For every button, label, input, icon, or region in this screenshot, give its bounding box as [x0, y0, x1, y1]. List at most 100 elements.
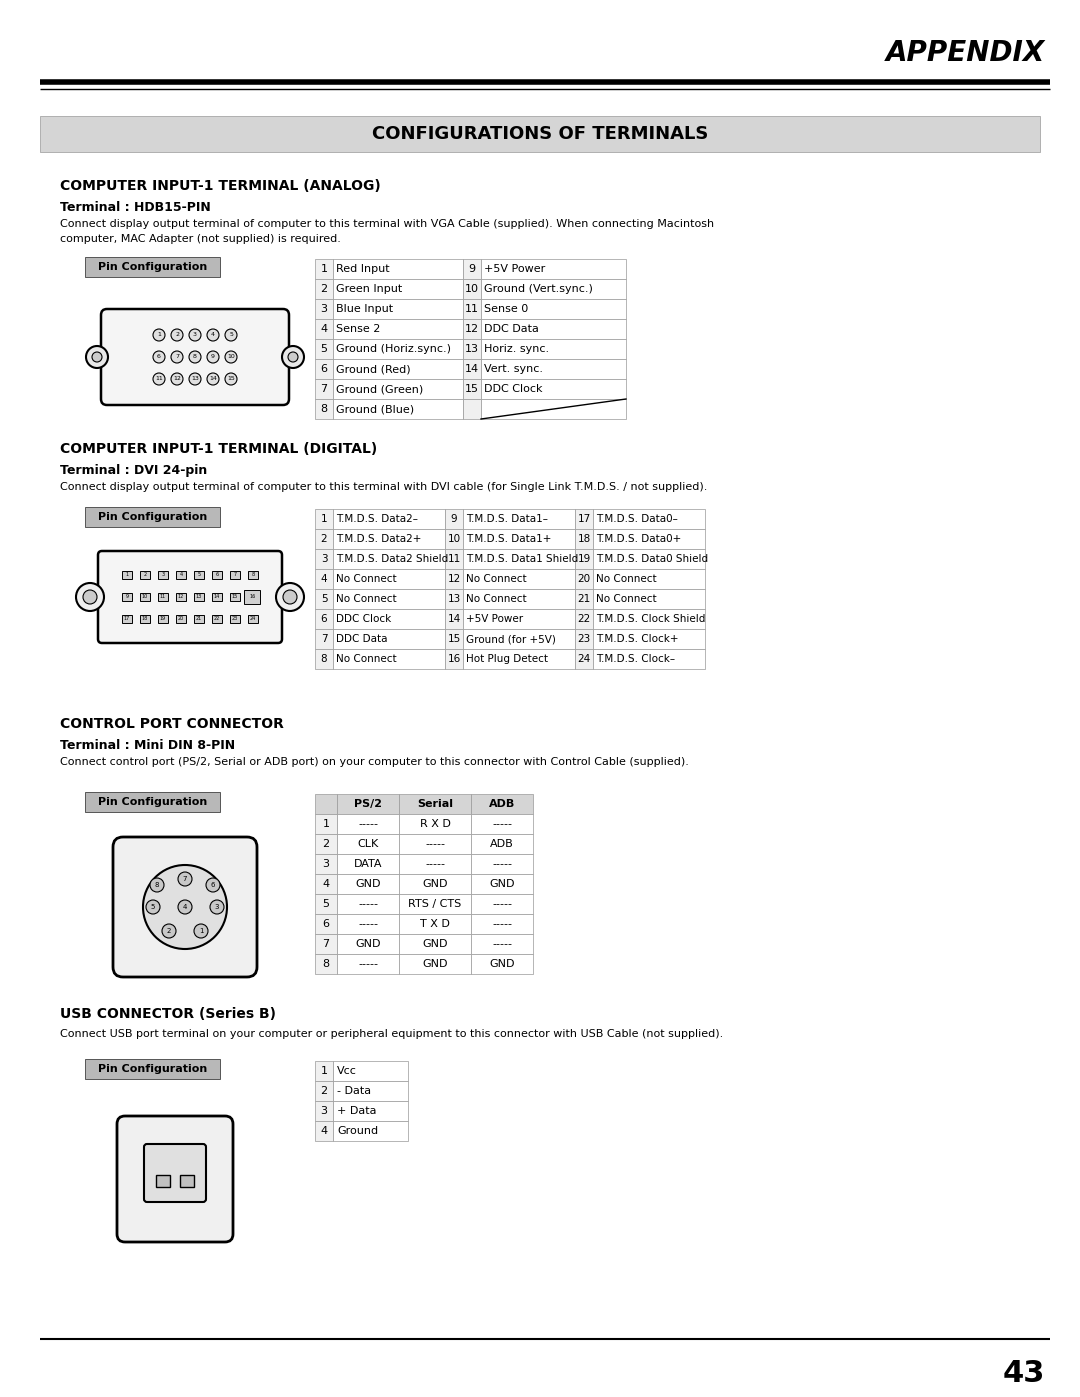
Text: 4: 4 [321, 1126, 327, 1136]
Bar [481, 279, 626, 299]
Bar [337, 854, 399, 875]
Bar [399, 834, 471, 854]
Bar [315, 529, 333, 549]
Text: computer, MAC Adapter (not supplied) is required.: computer, MAC Adapter (not supplied) is … [60, 235, 341, 244]
Text: 3: 3 [321, 555, 327, 564]
Bar [471, 914, 534, 935]
Text: Serial: Serial [417, 799, 453, 809]
Text: 11: 11 [465, 305, 480, 314]
Bar [315, 914, 337, 935]
Bar [333, 379, 463, 400]
Text: 1: 1 [199, 928, 203, 935]
Text: Ground (Horiz.sync.): Ground (Horiz.sync.) [336, 344, 451, 353]
Text: ADB: ADB [489, 799, 515, 809]
Text: 1: 1 [157, 332, 161, 338]
Text: RTS / CTS: RTS / CTS [408, 900, 461, 909]
Bar [315, 609, 333, 629]
Bar [315, 1060, 333, 1081]
Bar [463, 319, 481, 339]
Text: 6: 6 [323, 919, 329, 929]
Text: 15: 15 [227, 377, 234, 381]
Bar [176, 571, 186, 578]
Bar [194, 571, 204, 578]
Bar [333, 569, 445, 590]
Text: COMPUTER INPUT-1 TERMINAL (ANALOG): COMPUTER INPUT-1 TERMINAL (ANALOG) [60, 179, 381, 193]
Text: -----: ----- [357, 919, 378, 929]
Text: 5: 5 [321, 594, 327, 604]
Bar [315, 834, 337, 854]
Bar [248, 592, 258, 601]
Bar [481, 400, 626, 419]
Text: No Connect: No Connect [336, 574, 396, 584]
Bar [471, 793, 534, 814]
Text: 2: 2 [166, 928, 172, 935]
Bar [463, 258, 481, 279]
Circle shape [288, 352, 298, 362]
Text: 1: 1 [321, 264, 327, 274]
Circle shape [178, 900, 192, 914]
Text: 1: 1 [323, 819, 329, 828]
Bar [593, 650, 705, 669]
Circle shape [276, 583, 303, 610]
Bar [463, 359, 481, 379]
Text: 22: 22 [578, 615, 591, 624]
Text: PS/2: PS/2 [354, 799, 382, 809]
Text: 18: 18 [578, 534, 591, 543]
Bar [315, 935, 337, 954]
Bar [248, 571, 258, 578]
Bar [463, 629, 575, 650]
Bar [85, 1059, 220, 1078]
Text: Vcc: Vcc [337, 1066, 356, 1076]
Text: 14: 14 [447, 615, 461, 624]
Bar [194, 615, 204, 623]
Text: 13: 13 [191, 377, 199, 381]
Text: -----: ----- [357, 900, 378, 909]
Bar [399, 854, 471, 875]
Text: 19: 19 [160, 616, 166, 622]
Text: Terminal : DVI 24-pin: Terminal : DVI 24-pin [60, 464, 207, 476]
Text: T.M.D.S. Clock+: T.M.D.S. Clock+ [596, 634, 678, 644]
Text: -----: ----- [492, 919, 512, 929]
Bar [337, 914, 399, 935]
Text: 5: 5 [229, 332, 233, 338]
Text: T X D: T X D [420, 919, 450, 929]
Bar [471, 854, 534, 875]
Text: 15: 15 [465, 384, 480, 394]
Text: GND: GND [489, 958, 515, 970]
Text: ADB: ADB [490, 840, 514, 849]
Text: 21: 21 [195, 616, 202, 622]
Bar [315, 319, 333, 339]
Bar [333, 339, 463, 359]
Circle shape [171, 330, 183, 341]
Bar [122, 615, 132, 623]
Text: Horiz. sync.: Horiz. sync. [484, 344, 549, 353]
Text: 3: 3 [321, 305, 327, 314]
Bar [333, 590, 445, 609]
Bar [593, 569, 705, 590]
Bar [315, 650, 333, 669]
Text: 12: 12 [447, 574, 461, 584]
Bar [315, 400, 333, 419]
Text: 15: 15 [447, 634, 461, 644]
Bar [212, 615, 222, 623]
Bar [333, 400, 463, 419]
Text: 6: 6 [211, 882, 215, 888]
Text: 24: 24 [249, 616, 256, 622]
Bar [575, 529, 593, 549]
Text: Sense 0: Sense 0 [484, 305, 528, 314]
Bar [481, 319, 626, 339]
Text: 6: 6 [321, 615, 327, 624]
Bar [337, 834, 399, 854]
Circle shape [282, 346, 303, 367]
Bar [481, 379, 626, 400]
Text: 10: 10 [141, 595, 148, 599]
Text: 18: 18 [141, 616, 148, 622]
Text: 13: 13 [195, 595, 202, 599]
Bar [445, 549, 463, 569]
Text: No Connect: No Connect [336, 594, 396, 604]
Circle shape [225, 373, 237, 386]
Bar [176, 615, 186, 623]
Text: DDC Data: DDC Data [336, 634, 388, 644]
Text: 2: 2 [321, 534, 327, 543]
Text: DDC Data: DDC Data [484, 324, 539, 334]
